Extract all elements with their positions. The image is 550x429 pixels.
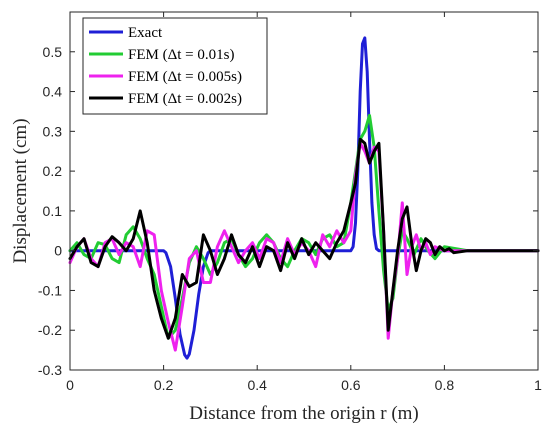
y-tick-labels: -0.3 -0.2 -0.1 0 0.1 0.2 0.3 0.4 0.5 xyxy=(38,44,62,378)
y-tick-label: -0.2 xyxy=(38,322,62,338)
x-tick-label: 0.4 xyxy=(247,377,267,393)
x-tick-label: 0.6 xyxy=(341,377,361,393)
legend-label-1: Exact xyxy=(128,25,163,41)
y-tick-label: -0.3 xyxy=(38,362,62,378)
y-axis-label: Displacement (cm) xyxy=(10,118,31,263)
legend-label-4: FEM (Δt = 0.002s) xyxy=(128,91,242,107)
x-tick-label: 0 xyxy=(66,377,74,393)
y-tick-label: 0.1 xyxy=(43,203,63,219)
x-tick-label: 0.8 xyxy=(435,377,455,393)
series-layer xyxy=(68,36,540,360)
series-line-4 xyxy=(68,137,540,340)
legend-label-3: FEM (Δt = 0.005s) xyxy=(128,69,242,85)
axes-frame xyxy=(69,11,539,371)
x-tick-label: 0.2 xyxy=(154,377,174,393)
y-tick-label: 0.2 xyxy=(43,163,63,179)
legend: Exact FEM (Δt = 0.01s) FEM (Δt = 0.005s) FE… xyxy=(82,17,268,115)
x-tick-label: 1 xyxy=(534,377,542,393)
y-tick-label: 0.3 xyxy=(43,123,63,139)
x-axis-label: Distance from the origin r (m) xyxy=(189,403,419,424)
legend-label-2: FEM (Δt = 0.01s) xyxy=(128,47,234,63)
legend-items: Exact FEM (Δt = 0.01s) FEM (Δt = 0.005s) FE… xyxy=(89,25,242,107)
x-tick-labels: 0 0.2 0.4 0.6 0.8 1 xyxy=(66,377,542,393)
y-tick-label: 0.5 xyxy=(43,44,63,60)
y-tick-label: 0.4 xyxy=(43,84,63,100)
axes-layer xyxy=(69,11,539,371)
y-tick-label: 0 xyxy=(54,243,62,259)
y-tick-label: -0.1 xyxy=(38,282,62,298)
